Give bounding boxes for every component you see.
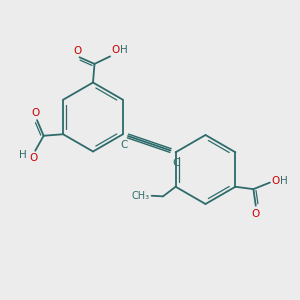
Text: O: O bbox=[29, 153, 38, 163]
Text: C: C bbox=[120, 140, 127, 150]
Text: O: O bbox=[111, 45, 119, 55]
Text: CH₃: CH₃ bbox=[132, 191, 150, 201]
Text: O: O bbox=[271, 176, 279, 186]
Text: O: O bbox=[31, 108, 39, 118]
Text: C: C bbox=[173, 158, 180, 168]
Text: H: H bbox=[19, 150, 27, 160]
Text: H: H bbox=[280, 176, 288, 186]
Text: O: O bbox=[74, 46, 82, 56]
Text: O: O bbox=[252, 209, 260, 219]
Text: H: H bbox=[120, 45, 128, 56]
